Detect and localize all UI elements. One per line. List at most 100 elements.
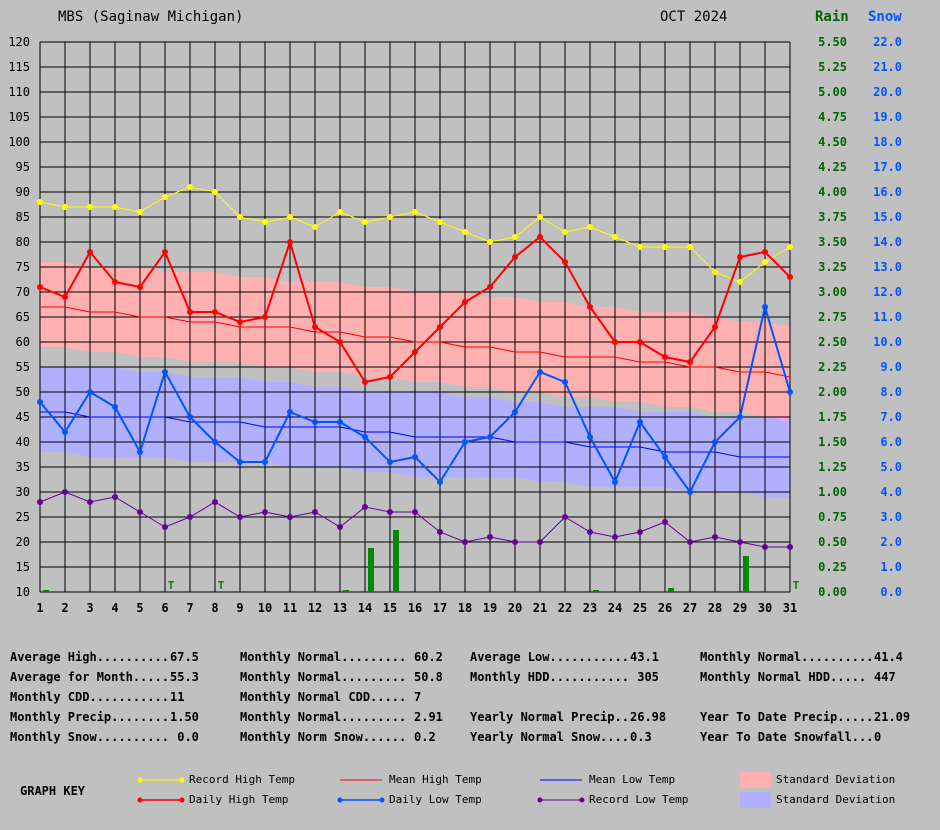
trace-label: T bbox=[168, 579, 175, 592]
daily-low-temp-point bbox=[387, 459, 393, 465]
daily-high-temp-point bbox=[312, 324, 318, 330]
daily-high-temp-point bbox=[237, 319, 243, 325]
stat-monthly-normal-mean: Monthly Normal......... 50.8 bbox=[240, 670, 443, 684]
record-high-temp-point bbox=[412, 209, 418, 215]
daily-high-temp-point bbox=[787, 274, 793, 280]
x-tick-label: 28 bbox=[708, 601, 722, 615]
daily-low-temp-point bbox=[762, 304, 768, 310]
stat-yearly-normal-snow: Yearly Normal Snow.... 0.3 bbox=[470, 730, 652, 744]
snow-tick-label: 12.0 bbox=[873, 285, 902, 299]
x-tick-label: 19 bbox=[483, 601, 497, 615]
precip-bar bbox=[368, 548, 374, 592]
rain-tick-label: 0.75 bbox=[818, 510, 847, 524]
rain-tick-label: 3.25 bbox=[818, 260, 847, 274]
graph-key-title: GRAPH KEY bbox=[20, 784, 86, 798]
daily-low-temp-point bbox=[437, 479, 443, 485]
rain-tick-label: 1.75 bbox=[818, 410, 847, 424]
daily-high-temp-point bbox=[212, 309, 218, 315]
y-tick-label: 25 bbox=[16, 510, 30, 524]
record-low-temp-point bbox=[187, 514, 193, 520]
daily-low-temp-point bbox=[587, 434, 593, 440]
y-tick-label: 45 bbox=[16, 410, 30, 424]
record-low-temp-point bbox=[787, 544, 793, 550]
rain-tick-label: 5.25 bbox=[818, 60, 847, 74]
daily-low-temp-point bbox=[687, 489, 693, 495]
snow-tick-label: 19.0 bbox=[873, 110, 902, 124]
x-tick-label: 16 bbox=[408, 601, 422, 615]
record-low-temp-point bbox=[362, 504, 368, 510]
record-low-temp-point bbox=[712, 534, 718, 540]
daily-high-temp-point bbox=[287, 239, 293, 245]
precip-bar bbox=[668, 588, 674, 592]
legend-std-high-label: Standard Deviation bbox=[776, 773, 896, 786]
record-low-temp-point bbox=[562, 514, 568, 520]
rain-tick-label: 0.00 bbox=[818, 585, 847, 599]
record-low-temp-point bbox=[487, 534, 493, 540]
legend-daily-low-dot bbox=[379, 797, 385, 803]
y-tick-label: 90 bbox=[16, 185, 30, 199]
snow-tick-label: 17.0 bbox=[873, 160, 902, 174]
record-high-temp-point bbox=[62, 204, 68, 210]
precip-bar bbox=[743, 556, 749, 592]
daily-high-temp-point bbox=[137, 284, 143, 290]
record-high-temp-point bbox=[87, 204, 93, 210]
x-tick-label: 23 bbox=[583, 601, 597, 615]
daily-high-temp-point bbox=[262, 314, 268, 320]
x-tick-label: 5 bbox=[136, 601, 143, 615]
snow-tick-label: 0.0 bbox=[880, 585, 902, 599]
daily-high-temp-point bbox=[487, 284, 493, 290]
daily-low-temp-point bbox=[37, 399, 43, 405]
legend-mean-low-label: Mean Low Temp bbox=[589, 773, 676, 786]
x-tick-label: 22 bbox=[558, 601, 572, 615]
daily-high-temp-point bbox=[662, 354, 668, 360]
daily-low-temp-point bbox=[287, 409, 293, 415]
x-tick-label: 29 bbox=[733, 601, 747, 615]
record-low-temp-point bbox=[637, 529, 643, 535]
snow-tick-label: 20.0 bbox=[873, 85, 902, 99]
daily-high-temp-point bbox=[37, 284, 43, 290]
month-title: OCT 2024 bbox=[660, 9, 728, 25]
rain-tick-label: 2.00 bbox=[818, 385, 847, 399]
daily-low-temp-point bbox=[662, 454, 668, 460]
daily-low-temp-point bbox=[262, 459, 268, 465]
legend-record-low-label: Record Low Temp bbox=[589, 793, 689, 806]
daily-high-temp-point bbox=[437, 324, 443, 330]
record-low-temp-point bbox=[87, 499, 93, 505]
snow-tick-label: 11.0 bbox=[873, 310, 902, 324]
record-high-temp-point bbox=[387, 214, 393, 220]
daily-high-temp-point bbox=[387, 374, 393, 380]
record-low-temp-point bbox=[212, 499, 218, 505]
daily-low-temp-point bbox=[312, 419, 318, 425]
daily-high-temp-point bbox=[87, 249, 93, 255]
daily-low-temp-point bbox=[237, 459, 243, 465]
rain-tick-label: 3.50 bbox=[818, 235, 847, 249]
snow-axis-title: Snow bbox=[868, 9, 902, 25]
x-tick-label: 2 bbox=[61, 601, 68, 615]
x-tick-label: 30 bbox=[758, 601, 772, 615]
y-tick-label: 115 bbox=[8, 60, 30, 74]
record-high-temp-point bbox=[662, 244, 668, 250]
record-high-temp-point bbox=[337, 209, 343, 215]
daily-high-temp-point bbox=[337, 339, 343, 345]
y-tick-label: 35 bbox=[16, 460, 30, 474]
x-tick-label: 21 bbox=[533, 601, 547, 615]
record-low-temp-point bbox=[537, 539, 543, 545]
rain-tick-label: 3.00 bbox=[818, 285, 847, 299]
record-low-temp-point bbox=[412, 509, 418, 515]
daily-low-temp-point bbox=[462, 439, 468, 445]
legend-std-high-swatch bbox=[740, 772, 771, 788]
daily-high-temp-point bbox=[512, 254, 518, 260]
record-high-temp-point bbox=[237, 214, 243, 220]
daily-low-temp-point bbox=[162, 369, 168, 375]
rain-axis-title: Rain bbox=[815, 9, 849, 25]
daily-high-temp-point bbox=[587, 304, 593, 310]
rain-tick-label: 1.50 bbox=[818, 435, 847, 449]
x-tick-label: 18 bbox=[458, 601, 472, 615]
snow-tick-label: 15.0 bbox=[873, 210, 902, 224]
x-tick-label: 1 bbox=[36, 601, 43, 615]
stat-average-high: Average High.......... 67.5 bbox=[10, 650, 199, 664]
legend-record-high-dot bbox=[137, 777, 143, 783]
rain-tick-label: 1.00 bbox=[818, 485, 847, 499]
y-tick-label: 65 bbox=[16, 310, 30, 324]
record-high-temp-point bbox=[112, 204, 118, 210]
